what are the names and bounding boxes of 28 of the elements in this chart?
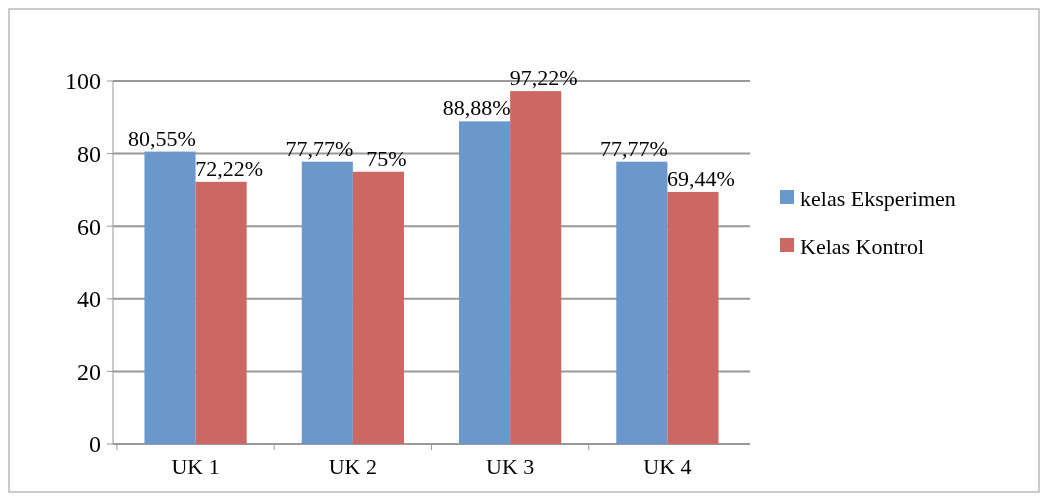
bar xyxy=(616,161,668,444)
data-label: 80,55% xyxy=(128,125,196,151)
data-label: 75% xyxy=(366,145,407,171)
data-label: 88,88% xyxy=(442,95,511,121)
bar xyxy=(195,181,247,444)
data-label: 69,44% xyxy=(667,165,735,191)
data-label: 72,22% xyxy=(195,155,264,181)
y-tick-label: 20 xyxy=(77,358,101,385)
y-tick-label: 100 xyxy=(65,68,101,95)
bar xyxy=(510,91,562,444)
data-label: 77,77% xyxy=(285,135,354,161)
data-label: 97,22% xyxy=(509,65,578,91)
bar xyxy=(667,191,719,444)
x-tick-label: UK 1 xyxy=(171,454,220,479)
bar xyxy=(459,121,511,444)
data-label: 77,77% xyxy=(599,135,668,161)
bar xyxy=(144,151,196,444)
x-tick-label: UK 3 xyxy=(486,454,535,479)
y-tick-label: 0 xyxy=(89,431,101,458)
y-tick-label: 40 xyxy=(77,286,101,313)
legend-label: kelas Eksperimen xyxy=(800,185,956,211)
legend-label: Kelas Kontrol xyxy=(800,233,925,259)
y-tick-label: 60 xyxy=(77,213,101,240)
x-tick-label: UK 2 xyxy=(328,454,377,479)
y-tick-label: 80 xyxy=(77,141,101,167)
bar xyxy=(352,171,404,444)
x-tick-label: UK 4 xyxy=(643,454,692,479)
bar xyxy=(301,161,353,444)
